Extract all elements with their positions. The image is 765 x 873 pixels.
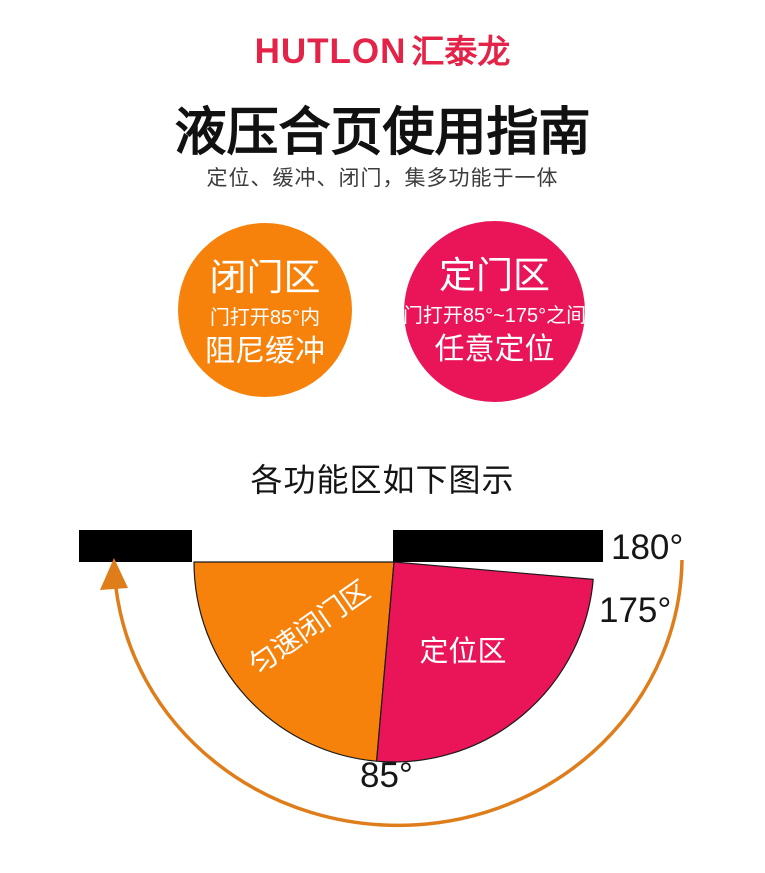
angle-label-175: 175°	[599, 591, 671, 630]
closing-zone-feature: 阻尼缓冲	[205, 335, 325, 368]
frame-bar-left	[79, 530, 192, 562]
closing-zone-badge: 闭门区 门打开85°内 阻尼缓冲	[178, 223, 352, 397]
positioning-zone-range: 门打开85°~175°之间	[402, 305, 587, 327]
positioning-zone-badge: 定门区 门打开85°~175°之间 任意定位	[402, 221, 587, 402]
frame-bar-right	[393, 530, 603, 562]
angle-label-180: 180°	[611, 528, 683, 567]
positioning-zone-wedge-label: 定位区	[419, 635, 506, 668]
closing-zone-wedge	[193, 561, 395, 762]
closing-zone-name: 闭门区	[209, 257, 321, 298]
page-title: 液压合页使用指南	[174, 104, 591, 162]
angle-label-85: 85°	[360, 756, 413, 795]
diagram-caption: 各功能区如下图示	[250, 462, 515, 498]
door-swing-arc	[114, 559, 684, 828]
brand-logo-cn: 汇泰龙	[411, 33, 511, 70]
closing-zone-range: 门打开85°内	[209, 307, 321, 329]
positioning-zone-wedge	[376, 561, 594, 763]
page-subtitle: 定位、缓冲、闭门，集多功能于一体	[206, 167, 559, 190]
brand-logo: HUTLON 汇泰龙	[0, 25, 765, 73]
positioning-zone-name: 定门区	[439, 255, 550, 296]
brand-logo-en: HUTLON	[254, 32, 407, 71]
positioning-zone-feature: 任意定位	[434, 333, 555, 366]
swing-direction-arrowhead-icon	[100, 558, 128, 590]
